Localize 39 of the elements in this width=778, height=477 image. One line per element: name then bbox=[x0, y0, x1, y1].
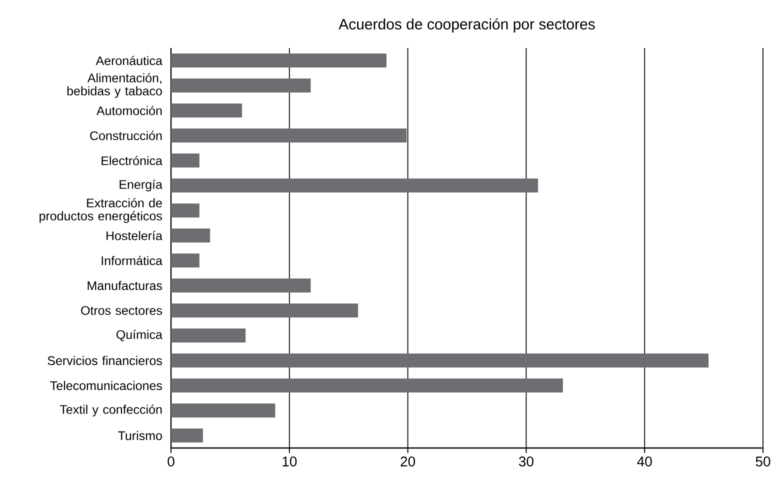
y-tick-label: Química bbox=[116, 330, 162, 342]
y-tick-label: Telecomunicaciones bbox=[50, 380, 162, 390]
chart-title: Acuerdos de cooperación por sectores bbox=[338, 18, 595, 32]
bar bbox=[171, 204, 200, 218]
bar bbox=[171, 428, 203, 443]
x-tick-label: 30 bbox=[518, 456, 534, 466]
x-tick-label: 20 bbox=[400, 456, 416, 466]
bar bbox=[171, 178, 538, 193]
x-tick-label: 40 bbox=[637, 456, 652, 466]
x-tick-label: 10 bbox=[282, 456, 297, 466]
bar bbox=[171, 228, 210, 243]
bar bbox=[171, 328, 246, 343]
bar bbox=[171, 254, 200, 268]
y-tick-label: Servicios financieros bbox=[48, 356, 162, 366]
y-tick-label: Otros sectores bbox=[81, 306, 162, 315]
bar bbox=[171, 78, 311, 92]
bar bbox=[171, 154, 200, 168]
y-tick-label: Construcción bbox=[90, 130, 162, 140]
y-tick-label: Energía bbox=[120, 180, 162, 192]
y-tick-label: Extracción de productos energéticos bbox=[40, 198, 162, 223]
bar bbox=[171, 304, 358, 318]
bar bbox=[171, 278, 311, 293]
y-tick-label: Textil y confección bbox=[60, 404, 162, 416]
x-tick-label: 0 bbox=[168, 456, 174, 466]
x-tick-label: 50 bbox=[756, 456, 770, 466]
bar bbox=[171, 104, 242, 118]
bar bbox=[171, 54, 386, 68]
y-tick-label: Informática bbox=[102, 256, 162, 266]
bar bbox=[171, 128, 407, 143]
y-tick-label: Manufacturas bbox=[88, 280, 162, 290]
y-tick-label: Hostelería bbox=[106, 230, 162, 240]
y-tick-label: Turismo bbox=[118, 430, 162, 440]
bar bbox=[171, 354, 709, 368]
y-tick-label: Automoción bbox=[96, 106, 162, 116]
y-tick-label: Aeronáutica bbox=[96, 56, 162, 66]
bar bbox=[171, 404, 276, 418]
y-tick-label: Alimentación, bebidas y tabaco bbox=[67, 73, 162, 98]
y-tick-label: Electrónica bbox=[102, 156, 162, 166]
bar bbox=[171, 378, 563, 393]
